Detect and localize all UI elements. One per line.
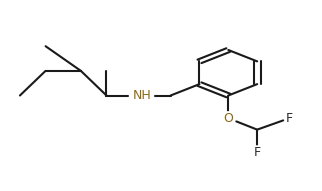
Text: O: O <box>223 112 233 125</box>
Text: F: F <box>254 146 261 159</box>
Text: F: F <box>286 112 293 125</box>
Text: NH: NH <box>132 89 151 102</box>
